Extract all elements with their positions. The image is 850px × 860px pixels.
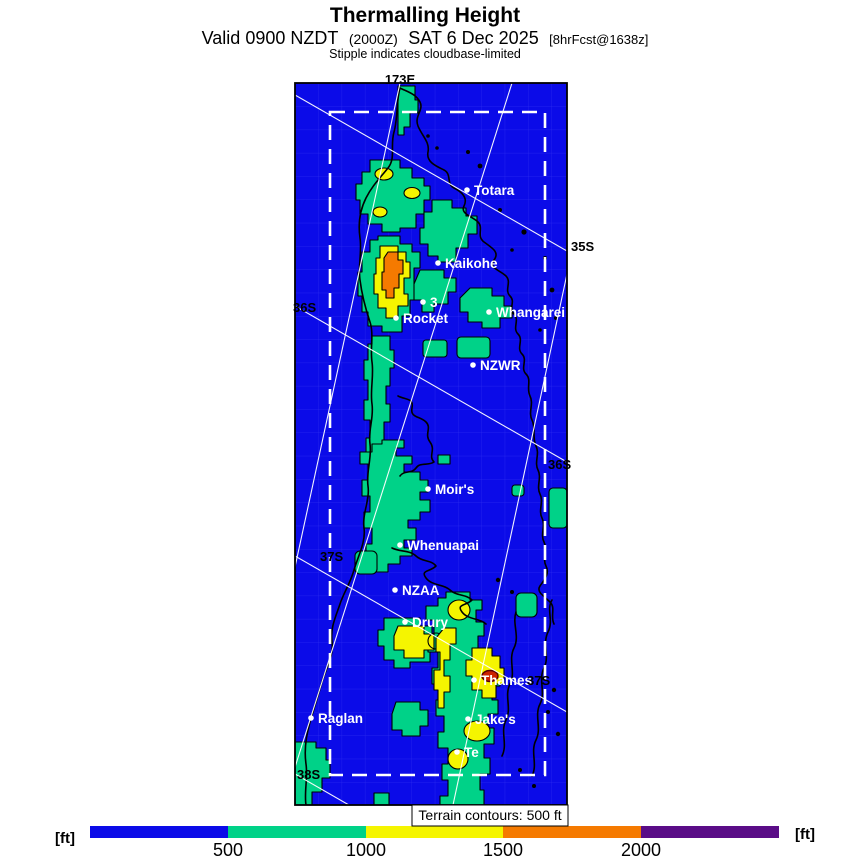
units-label-right: [ft] [795,826,815,843]
site-dot [486,309,492,315]
colorbar-segment-blue [90,826,228,838]
site-label: 3 [430,295,438,310]
site-dot [420,299,426,305]
terrain-note-label: Terrain contours: 500 ft [418,807,561,823]
units-label-left: [ft] [55,830,75,847]
site-dot [308,715,314,721]
site-dot [425,486,431,492]
colorbar-segment-purple [641,826,779,838]
terrain-note-box: Terrain contours: 500 ft [411,804,569,827]
colorbar-tick-1000: 1000 [346,840,386,860]
site-dot [393,315,399,321]
thermal-patches-orange [381,251,499,683]
site-marker-nzaa: NZAA [392,583,440,598]
site-marker-whangarei: Whangarei [486,305,565,320]
site-dot [465,716,471,722]
site-marker-jakes: Jake's [465,712,516,727]
stipple-note: Stipple indicates cloudbase-limited [329,47,521,61]
colorbar-segment-yellow [366,826,503,838]
site-dot [397,542,403,548]
site-dot [402,619,408,625]
lat-label-38s-left: 38S [297,767,320,782]
colorbar-tick-500: 500 [213,840,243,860]
site-dot [392,587,398,593]
model-domain-dashed-box [328,110,547,777]
map-canvas[interactable]: Totara Kaikohe 3 Whangarei Rocket NZWR [283,72,610,860]
valid-prefix: Valid 0900 NZDT [202,28,339,48]
site-marker-drury: Drury [402,615,449,630]
graticule-lines [295,83,567,805]
forecast-tag: [8hrFcst@1638z] [549,32,648,47]
valid-date: SAT 6 Dec 2025 [408,28,538,48]
site-marker-thames: Thames [471,673,532,688]
site-label: Jake's [475,712,516,727]
site-label: Drury [412,615,449,630]
site-label: NZWR [480,358,521,373]
valid-zulu: (2000Z) [349,31,398,47]
thermal-core-red [481,669,499,683]
site-marker-whenuapai: Whenuapai [397,538,479,553]
colorbar-segment-orange [503,826,641,838]
colorbar-tick-1500: 1500 [483,840,523,860]
site-dot [471,677,477,683]
site-marker-3: 3 [420,295,438,310]
colorbar: 500 1000 1500 2000 [ft] [ft] [55,826,815,860]
island-specks [426,134,561,788]
site-label: Whangarei [496,305,565,320]
site-marker-totara: Totara [464,183,515,198]
site-label: Thames [481,673,532,688]
lat-label-37s-left: 37S [320,549,343,564]
site-dot [464,187,470,193]
site-label: Kaikohe [445,256,498,271]
lat-label-36s-left: 36S [293,300,316,315]
site-label: Te [464,745,479,760]
site-marker-nzwr: NZWR [470,358,521,373]
lat-label-37s-right: 37S [527,673,550,688]
lat-label-35s-right: 35S [571,239,594,254]
lat-label-36s-right: 36S [548,457,571,472]
site-dot [454,749,460,755]
lon-label-173e: 173E [385,72,416,87]
site-dot [435,260,441,266]
site-label: Rocket [403,311,449,326]
site-label: Moir's [435,482,474,497]
colorbar-segment-green [228,826,366,838]
colorbar-tick-2000: 2000 [621,840,661,860]
site-marker-te: Te [454,745,479,760]
site-marker-rocket: Rocket [393,311,449,326]
site-marker-raglan: Raglan [308,711,363,726]
terrain-note-frame [411,804,569,827]
site-marker-kaikohe: Kaikohe [435,256,498,271]
site-label: NZAA [402,583,440,598]
page-title: Thermalling Height [330,4,520,27]
site-marker-moirs: Moir's [425,482,474,497]
valid-line: Valid 0900 NZDT (2000Z) SAT 6 Dec 2025 [… [202,28,649,48]
site-dot [470,362,476,368]
site-label: Raglan [318,711,363,726]
site-label: Totara [474,183,515,198]
site-label: Whenuapai [407,538,479,553]
site-markers: Totara Kaikohe 3 Whangarei Rocket NZWR [308,183,565,760]
